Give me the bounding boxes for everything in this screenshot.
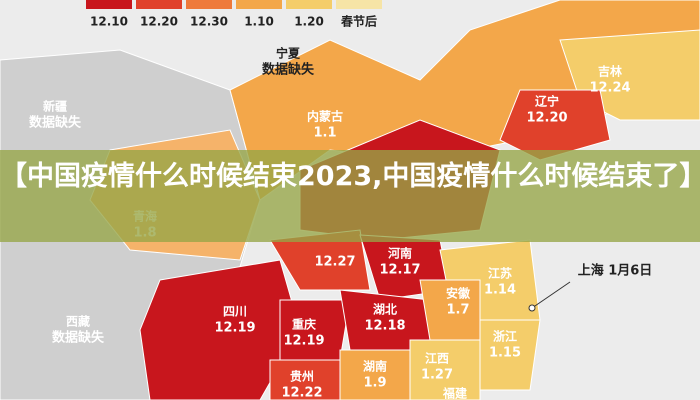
region-value: 1.9 — [363, 376, 386, 391]
jiangxi — [409, 339, 481, 400]
legend-swatch — [236, 0, 282, 9]
region-value: 12.19 — [283, 334, 324, 349]
region-name: 宁夏 — [276, 46, 301, 61]
region-value: 1.14 — [484, 283, 516, 298]
region-name: 贵州 — [290, 369, 314, 384]
region-name: 湖南 — [363, 359, 387, 374]
region-name: 江西 — [425, 351, 449, 366]
legend-swatch — [136, 0, 182, 9]
region-name: 西藏 — [66, 314, 90, 329]
region-value: 12.24 — [589, 81, 630, 96]
region-value: 12.27 — [314, 255, 355, 270]
legend-label: 春节后 — [340, 14, 377, 29]
banner: 【中国疫情什么时候结束2023,中国疫情什么时候结束了】 — [0, 150, 700, 242]
sichuan — [139, 259, 301, 400]
region-value: 1.27 — [421, 368, 453, 383]
region-value: 数据缺失 — [262, 62, 315, 78]
callout: 上海 1月6日 — [578, 263, 653, 279]
region-name: 江苏 — [488, 266, 512, 281]
region-value: 12.20 — [526, 111, 567, 126]
region-name: 福建 — [442, 386, 468, 400]
region-value: 1.15 — [489, 346, 521, 361]
region-name: 辽宁 — [535, 94, 559, 109]
legend-label: 12.30 — [190, 15, 228, 29]
legend-label: 1.20 — [294, 15, 324, 29]
region-name: 新疆 — [43, 99, 67, 114]
legend-swatch — [186, 0, 232, 9]
region-value: 数据缺失 — [29, 115, 82, 131]
legend-swatch — [86, 0, 132, 9]
region-value: 12.19 — [214, 321, 255, 336]
region-name: 吉林 — [598, 64, 622, 79]
region-name: 四川 — [223, 305, 247, 319]
legend-label: 1.10 — [244, 15, 274, 29]
region-value: 12.22 — [281, 386, 322, 400]
region-name: 重庆 — [292, 317, 316, 332]
callout-dot — [528, 304, 536, 312]
region-name: 安徽 — [446, 286, 471, 301]
region-value: 12.17 — [379, 263, 420, 278]
legend-label: 12.10 — [90, 15, 128, 29]
legend-swatch — [286, 0, 332, 9]
region-value: 数据缺失 — [52, 330, 105, 346]
region-name: 内蒙古 — [307, 109, 343, 124]
region-name: 湖北 — [373, 302, 397, 317]
region-value: 1.1 — [313, 126, 336, 141]
region-name: 河南 — [387, 246, 412, 261]
region-name: 浙江 — [493, 329, 517, 344]
legend-swatch — [336, 0, 382, 9]
region-value: 12.18 — [364, 319, 405, 334]
guizhou — [269, 359, 341, 400]
legend-label: 12.20 — [140, 15, 178, 29]
callout-line — [531, 281, 571, 309]
region-value: 1.7 — [446, 303, 469, 318]
